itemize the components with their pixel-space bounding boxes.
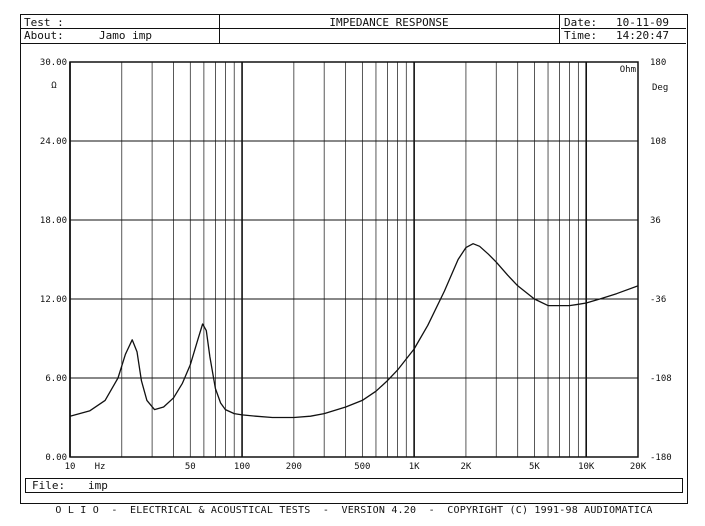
chart-frame: Test : About: Jamo imp IMPEDANCE RESPONS… (20, 14, 688, 504)
y-tick-label: 6.00 (45, 374, 67, 384)
y2-tick-label: -36 (650, 295, 666, 305)
date-label: Date: (564, 16, 598, 29)
header-bar: Test : About: Jamo imp IMPEDANCE RESPONS… (21, 15, 686, 44)
x-tick-label: 20K (630, 462, 647, 472)
plot-area (69, 61, 639, 458)
time-label: Time: (564, 29, 598, 42)
x-tick-label: 1K (409, 462, 420, 472)
y2-tick-label: -180 (650, 453, 672, 463)
y-tick-label: 12.00 (40, 295, 67, 305)
y2-tick-label: 108 (650, 137, 666, 147)
file-label: File: (32, 479, 66, 492)
x-tick-label: 10K (578, 462, 595, 472)
y2-axis-label: Deg (652, 83, 668, 93)
about-label: About: (24, 29, 64, 42)
y2-tick-label: -108 (650, 374, 672, 384)
impedance-curve (69, 243, 639, 419)
header-right: Date: 10-11-09 Time: 14:20:47 (561, 15, 686, 43)
y-tick-label: 30.00 (40, 58, 67, 68)
time-value: 14:20:47 (616, 29, 669, 42)
file-value: imp (88, 479, 108, 492)
x-tick-label: 2K (461, 462, 472, 472)
date-value: 10-11-09 (616, 16, 669, 29)
x-tick-label: 50 (185, 462, 196, 472)
file-bar: File: imp (25, 478, 683, 493)
x-tick-label: 200 (286, 462, 302, 472)
y2-tick-label: 36 (650, 216, 661, 226)
x-unit-label: Hz (95, 462, 106, 472)
header-center: IMPEDANCE RESPONSE (219, 15, 560, 43)
about-value: Jamo imp (99, 29, 152, 42)
y-tick-label: 24.00 (40, 137, 67, 147)
x-tick-label: 100 (234, 462, 250, 472)
y2-tick-label: 180 (650, 58, 666, 68)
test-label: Test : (24, 16, 64, 29)
x-tick-label: 500 (354, 462, 370, 472)
x-tick-label: 5K (529, 462, 540, 472)
y-tick-label: 18.00 (40, 216, 67, 226)
footer-banner: O L I O - ELECTRICAL & ACOUSTICAL TESTS … (55, 505, 653, 516)
y-tick-label: 0.00 (45, 453, 67, 463)
header-left: Test : About: Jamo imp (21, 15, 220, 43)
chart-title: IMPEDANCE RESPONSE (329, 16, 449, 29)
x-tick-label: 10 (65, 462, 76, 472)
corner-label: Ohm (620, 65, 636, 75)
y-axis-label: Ω (51, 81, 57, 91)
